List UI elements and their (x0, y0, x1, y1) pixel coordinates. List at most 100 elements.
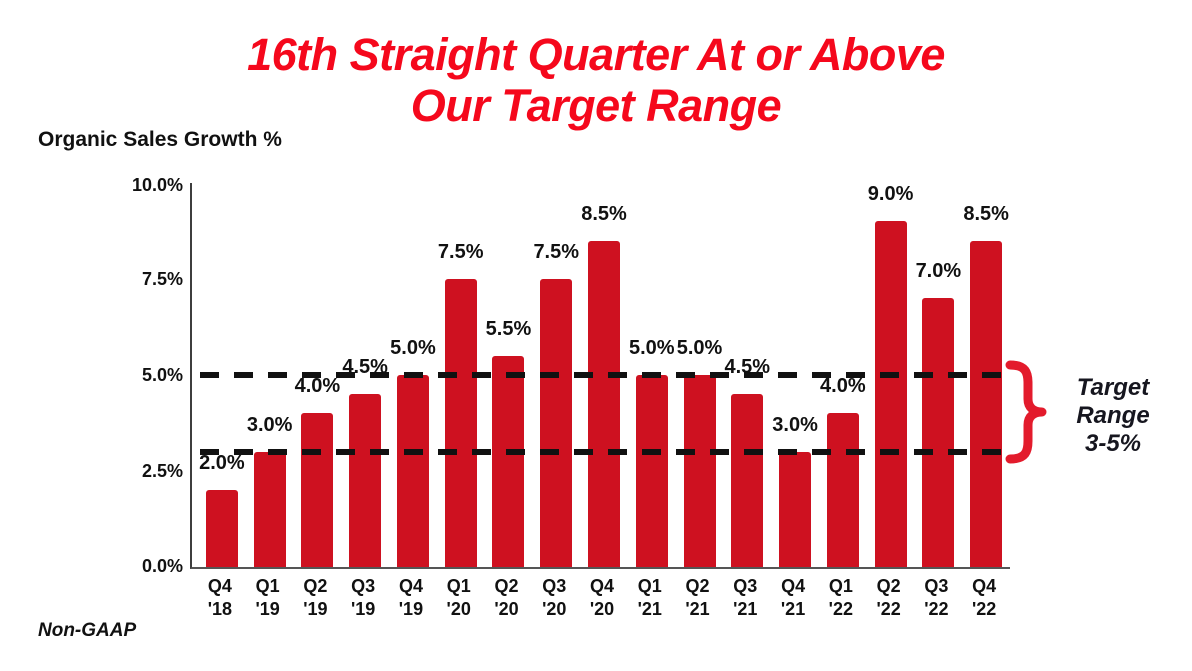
y-tick-label: 2.5% (141, 461, 183, 481)
bar-column: 5.0% (676, 183, 724, 567)
bar (922, 298, 955, 567)
x-tick-year: '21 (780, 599, 806, 619)
x-tick-quarter: Q1 (446, 576, 471, 596)
bar-column: 4.0% (294, 183, 342, 567)
x-tick-quarter: Q3 (924, 576, 949, 596)
x-tick-quarter: Q4 (972, 576, 997, 596)
bar (205, 490, 238, 567)
x-tick-label: Q2'21 (674, 575, 722, 621)
bar-column: 7.5% (437, 183, 485, 567)
x-tick-quarter: Q3 (542, 576, 567, 596)
target-range-line3: 3-5% (1084, 430, 1142, 457)
bar-column: 3.0% (246, 183, 294, 567)
x-tick-year: '22 (971, 599, 997, 619)
x-tick-quarter: Q4 (207, 576, 232, 596)
x-tick-quarter: Q1 (637, 576, 662, 596)
x-tick-label: Q4'21 (769, 575, 817, 621)
x-tick-label: Q3'21 (721, 575, 769, 621)
bar-column: 5.0% (389, 183, 437, 567)
bar-value-label: 4.5% (724, 356, 771, 379)
x-tick-label: Q4'22 (960, 575, 1008, 621)
x-tick-label: Q2'19 (292, 575, 340, 621)
bars-layer: 2.0% 3.0% 4.0% 4.5% 5.0% 7.5% 5.5% 7.5% 8.5% 5.0%… (198, 183, 1010, 567)
bar-column: 9.0% (867, 183, 915, 567)
bar-column: 7.0% (914, 183, 962, 567)
x-tick-label: Q1'22 (817, 575, 865, 621)
bar-value-label: 9.0% (867, 183, 914, 206)
x-tick-year: '19 (351, 599, 376, 619)
x-tick-quarter: Q4 (398, 576, 423, 596)
bar-column: 8.5% (580, 183, 628, 567)
bar (301, 413, 334, 567)
bar-value-label: 3.0% (246, 413, 293, 436)
bar (731, 394, 764, 567)
x-tick-label: Q4'18 (196, 575, 244, 621)
x-tick-year: '19 (398, 599, 424, 619)
bar (588, 240, 620, 567)
bar-column: 4.5% (723, 183, 771, 567)
x-tick-label: Q4'19 (387, 575, 435, 621)
x-tick-label: Q1'19 (244, 575, 292, 621)
x-tick-quarter: Q3 (733, 576, 758, 596)
bar-value-label: 5.0% (628, 337, 675, 359)
non-gaap-footnote: Non-GAAP (38, 620, 137, 641)
x-tick-year: '19 (303, 599, 328, 619)
slide-title-line1: 16th Straight Quarter At or Above (247, 29, 945, 80)
target-range-line1: Target (1076, 374, 1150, 401)
bar-value-label: 2.0% (199, 452, 245, 475)
bar-value-label: 5.0% (390, 337, 436, 359)
bar-value-label: 7.0% (915, 260, 962, 283)
target-range-brace-icon (1005, 360, 1047, 464)
slide-title-line2: Our Target Range (410, 79, 782, 131)
x-tick-label: Q2'22 (865, 575, 913, 621)
bar-column: 5.0% (628, 183, 676, 567)
x-tick-label: Q3'20 (530, 575, 578, 621)
x-tick-quarter: Q4 (781, 576, 806, 596)
target-range-annotation: Target Range 3-5% (1048, 374, 1178, 458)
x-tick-quarter: Q4 (590, 576, 615, 596)
bar (444, 279, 477, 567)
y-tick-label: 10.0% (131, 175, 183, 195)
x-tick-quarter: Q3 (351, 576, 376, 596)
x-tick-year: '21 (733, 599, 758, 619)
bar (396, 375, 429, 567)
bar (349, 394, 382, 567)
bar (635, 375, 668, 567)
x-tick-year: '20 (542, 599, 567, 619)
target-range-line2: Range (1076, 402, 1150, 429)
x-tick-year: '22 (828, 599, 853, 619)
x-tick-quarter: Q1 (255, 576, 280, 596)
x-tick-year: '21 (685, 599, 710, 619)
x-tick-label: Q1'20 (435, 575, 483, 621)
bar-column: 2.0% (198, 183, 246, 567)
x-tick-quarter: Q1 (828, 576, 853, 596)
x-tick-quarter: Q2 (876, 576, 901, 596)
x-tick-label: Q3'22 (912, 575, 960, 621)
x-tick-year: '20 (589, 599, 615, 619)
x-tick-label: Q2'20 (483, 575, 531, 621)
bar-value-label: 4.5% (342, 356, 388, 379)
bar-column: 3.0% (771, 183, 819, 567)
target-lower-dashed-line (200, 448, 1007, 455)
bar-column: 8.5% (962, 183, 1010, 567)
bar-value-label: 5.0% (676, 337, 723, 359)
axis-title: Organic Sales Growth % (38, 128, 282, 151)
bar-value-label: 7.5% (533, 241, 580, 263)
bar-value-label: 8.5% (581, 202, 627, 225)
bar (826, 413, 859, 567)
x-axis-labels: Q4'18 Q1'19 Q2'19 Q3'19 Q4'19 Q1'20 Q2'20 Q3'20… (196, 575, 1008, 621)
bar (874, 221, 907, 567)
x-tick-year: '20 (494, 599, 519, 619)
bar (492, 355, 525, 567)
y-tick-label: 7.5% (141, 269, 183, 289)
bar-column: 4.5% (341, 183, 389, 567)
y-tick-label: 5.0% (141, 365, 183, 385)
target-upper-dashed-line (200, 372, 1007, 378)
bar-value-label: 4.0% (820, 375, 866, 398)
chart-plot-area: 2.0% 3.0% 4.0% 4.5% 5.0% 7.5% 5.5% 7.5% 8.5% 5.0%… (190, 183, 1010, 569)
bar-value-label: 3.0% (772, 413, 818, 436)
bar-value-label: 4.0% (294, 375, 341, 398)
bar (253, 451, 286, 567)
x-tick-label: Q1'21 (626, 575, 674, 621)
